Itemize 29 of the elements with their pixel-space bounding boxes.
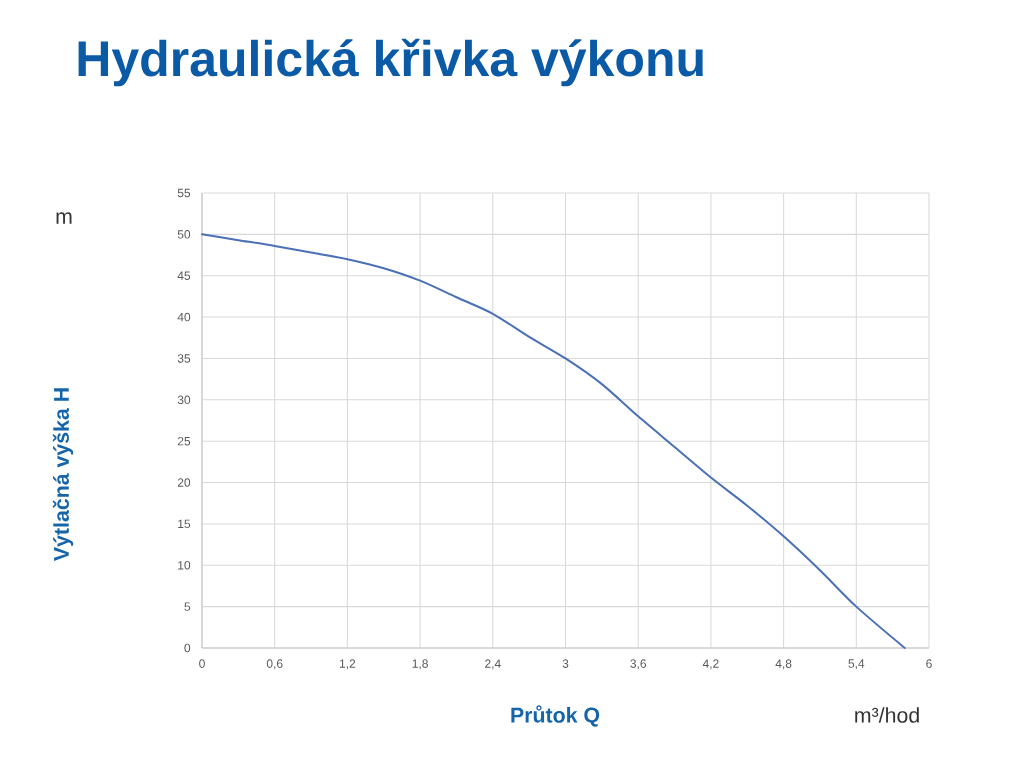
x-tick-label: 6 (926, 659, 932, 668)
y-tick-label: 35 (177, 354, 191, 363)
x-tick-label: 4,8 (775, 659, 792, 670)
x-tick-label: 0,6 (266, 659, 283, 670)
line-series (201, 233, 906, 649)
x-tick-label: 1,8 (412, 659, 428, 670)
x-tick-label: 5,4 (848, 659, 865, 670)
y-tick-label: 25 (177, 436, 191, 446)
x-tick-label: 3 (562, 659, 569, 668)
y-tick-label: 40 (177, 312, 191, 322)
text: m³/hod (855, 707, 919, 723)
y-tick-label: 20 (177, 478, 191, 487)
y-tick-label: 5 (184, 602, 191, 611)
y-axis-title: Výtlačná výška H (52, 388, 74, 562)
y-tick-label: 30 (177, 395, 191, 405)
text: m (56, 212, 72, 224)
x-tick-label: 2,4 (485, 659, 501, 670)
y-tick-label: 10 (178, 561, 191, 570)
x-tick-label: 0 (199, 659, 205, 668)
y-tick-label: 0 (184, 643, 191, 653)
x-tick-label: 4,2 (702, 659, 719, 670)
y-tick-label: 50 (177, 230, 191, 239)
x-axis-title: Průtok Q (511, 705, 600, 727)
y-tick-label: 15 (178, 519, 191, 529)
x-tick-label: 1,2 (339, 659, 356, 670)
chart-title: Hydraulická křivka výkonu (78, 38, 703, 87)
y-tick-label: 55 (177, 188, 191, 198)
y-tick-label: 45 (177, 271, 191, 280)
x-tick-label: 3,6 (630, 659, 647, 670)
